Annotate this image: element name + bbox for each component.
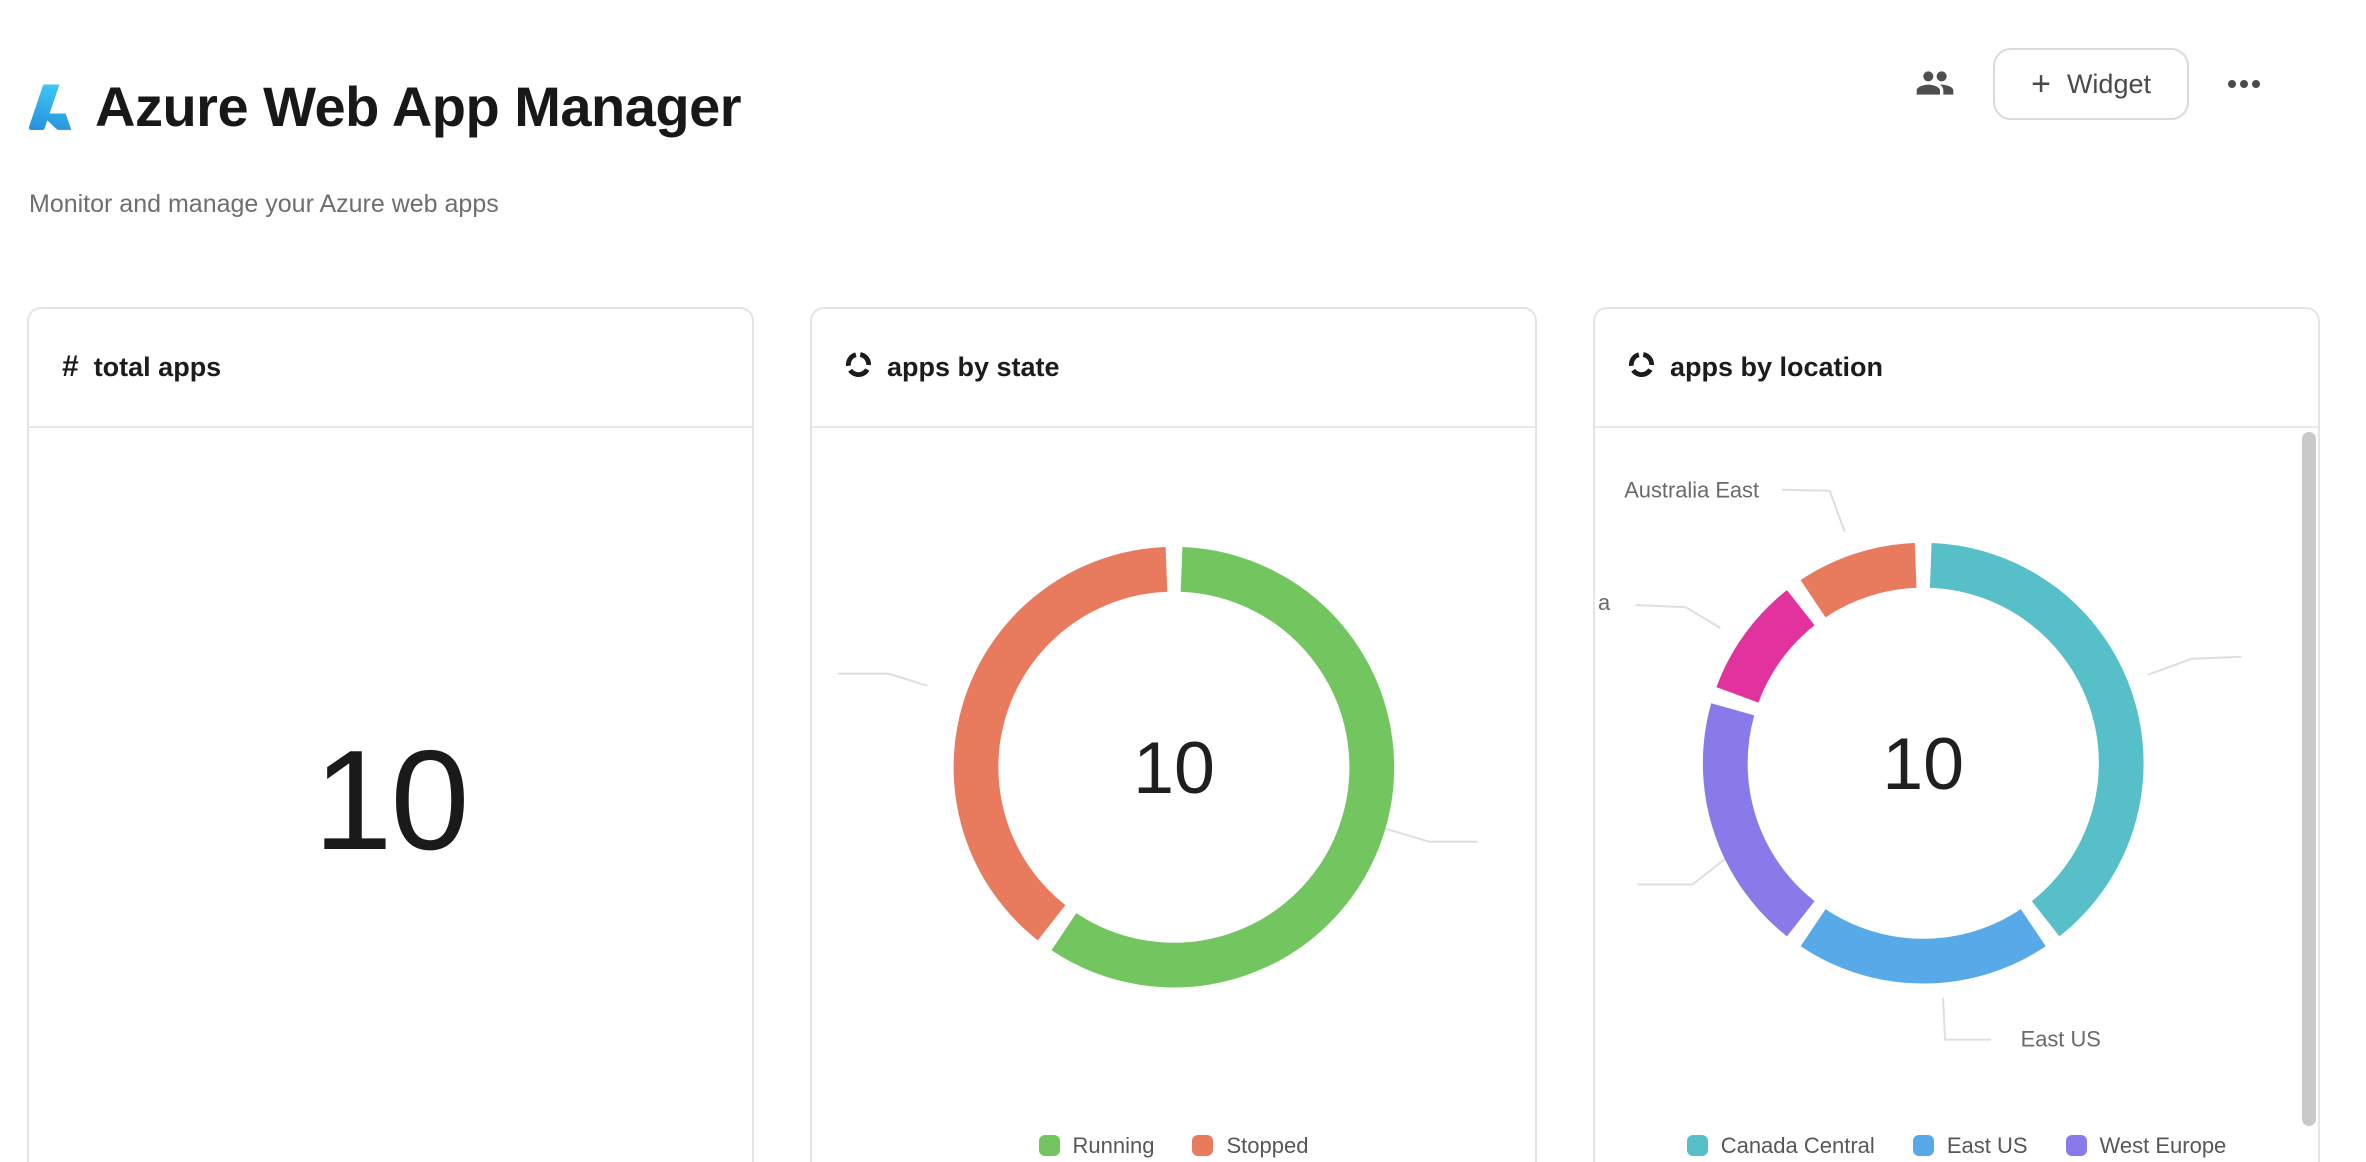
callout-leader-line: [1637, 850, 1735, 886]
callout-leader-line: [1385, 827, 1478, 843]
vertical-scrollbar-thumb[interactable]: [2302, 431, 2316, 1126]
legend-label: Running: [1072, 1132, 1155, 1158]
legend-label: West Europe: [2099, 1132, 2227, 1158]
card-apps-by-state-header: apps by state: [812, 309, 1535, 428]
people-button[interactable]: [1915, 63, 1955, 106]
legend-label: East US: [1946, 1132, 2028, 1158]
page-subtitle: Monitor and manage your Azure web apps: [29, 189, 499, 218]
donut-center-value: 10: [1882, 722, 1964, 805]
apps-by-location-chart-area: East US a Australia East 10 Canada Central E…: [1595, 428, 2318, 1162]
legend-swatch: [1912, 1135, 1934, 1157]
azure-logo-icon: [27, 81, 79, 133]
card-title: apps by location: [1670, 351, 1884, 382]
legend-swatch: [1038, 1135, 1060, 1157]
legend-item-running[interactable]: Running: [1038, 1132, 1155, 1159]
callout-label-australia-east: Australia East: [1624, 478, 1759, 503]
total-apps-value: 10: [313, 721, 470, 881]
hash-icon: #: [62, 350, 79, 384]
ellipsis-icon: [2227, 77, 2261, 92]
callout-label-east-us: East US: [2021, 1026, 2101, 1051]
apps-by-state-chart-area: 10 Running Stopped: [812, 428, 1535, 1162]
apps-by-location-legend: Canada Central East US West Europe: [1595, 1133, 2318, 1159]
more-options-button[interactable]: [2227, 77, 2261, 92]
donut-icon: [1628, 351, 1655, 383]
page-title: Azure Web App Manager: [95, 74, 742, 138]
card-total-apps-content: 10: [29, 428, 752, 1162]
callout-leader-line: [1781, 488, 1846, 532]
callout-label-a: a: [1598, 590, 1611, 615]
legend-item-east-us[interactable]: East US: [1912, 1132, 2028, 1159]
donut-slice-stopped[interactable]: [953, 546, 1168, 941]
apps-by-state-donut-chart: 10: [837, 546, 1478, 988]
apps-by-location-donut-chart: East US a Australia East 10: [1598, 478, 2242, 1051]
card-total-apps: # total apps 10: [27, 306, 754, 1162]
card-apps-by-location: apps by location East US a Australia East 1…: [1593, 306, 2320, 1162]
callout-leader-line: [837, 672, 928, 687]
page-header: Azure Web App Manager Monitor and manage…: [0, 0, 2366, 219]
donut-slice-west-europe[interactable]: [1702, 703, 1815, 937]
widget-grid: # total apps 10 apps by state 10 Running…: [27, 306, 2339, 1162]
add-widget-button[interactable]: + Widget: [1993, 48, 2189, 120]
callout-leader-line: [1635, 603, 1721, 629]
donut-slice-running[interactable]: [1051, 546, 1395, 988]
donut-slice-a[interactable]: [1716, 589, 1815, 703]
donut-center-value: 10: [1133, 726, 1215, 809]
people-icon: [1915, 63, 1955, 106]
header-left: Azure Web App Manager Monitor and manage…: [27, 40, 742, 219]
donut-slice-east-us[interactable]: [1800, 908, 2046, 984]
card-title: total apps: [93, 351, 222, 382]
legend-item-canada-central[interactable]: Canada Central: [1686, 1132, 1875, 1159]
card-apps-by-location-header: apps by location: [1595, 309, 2318, 428]
legend-item-west-europe[interactable]: West Europe: [2065, 1132, 2227, 1159]
plus-icon: +: [2031, 65, 2051, 103]
card-total-apps-header: # total apps: [29, 309, 752, 428]
apps-by-state-legend: Running Stopped: [812, 1133, 1535, 1159]
legend-item-stopped[interactable]: Stopped: [1192, 1133, 1308, 1159]
callout-leader-line: [1942, 997, 1991, 1041]
legend-swatch: [1686, 1135, 1708, 1157]
donut-icon: [845, 351, 872, 383]
callout-leader-line: [2147, 655, 2242, 676]
legend-swatch: [1192, 1135, 1214, 1157]
legend-swatch: [2065, 1135, 2087, 1157]
card-apps-by-state: apps by state 10 Running Stopped: [810, 306, 1537, 1162]
donut-slice-canada-central[interactable]: [1929, 542, 2144, 937]
card-title: apps by state: [887, 351, 1060, 382]
header-actions: + Widget: [1915, 48, 2261, 120]
legend-label: Canada Central: [1720, 1132, 1875, 1158]
legend-label: Stopped: [1226, 1132, 1309, 1158]
donut-slice-australia-east[interactable]: [1800, 542, 1917, 618]
